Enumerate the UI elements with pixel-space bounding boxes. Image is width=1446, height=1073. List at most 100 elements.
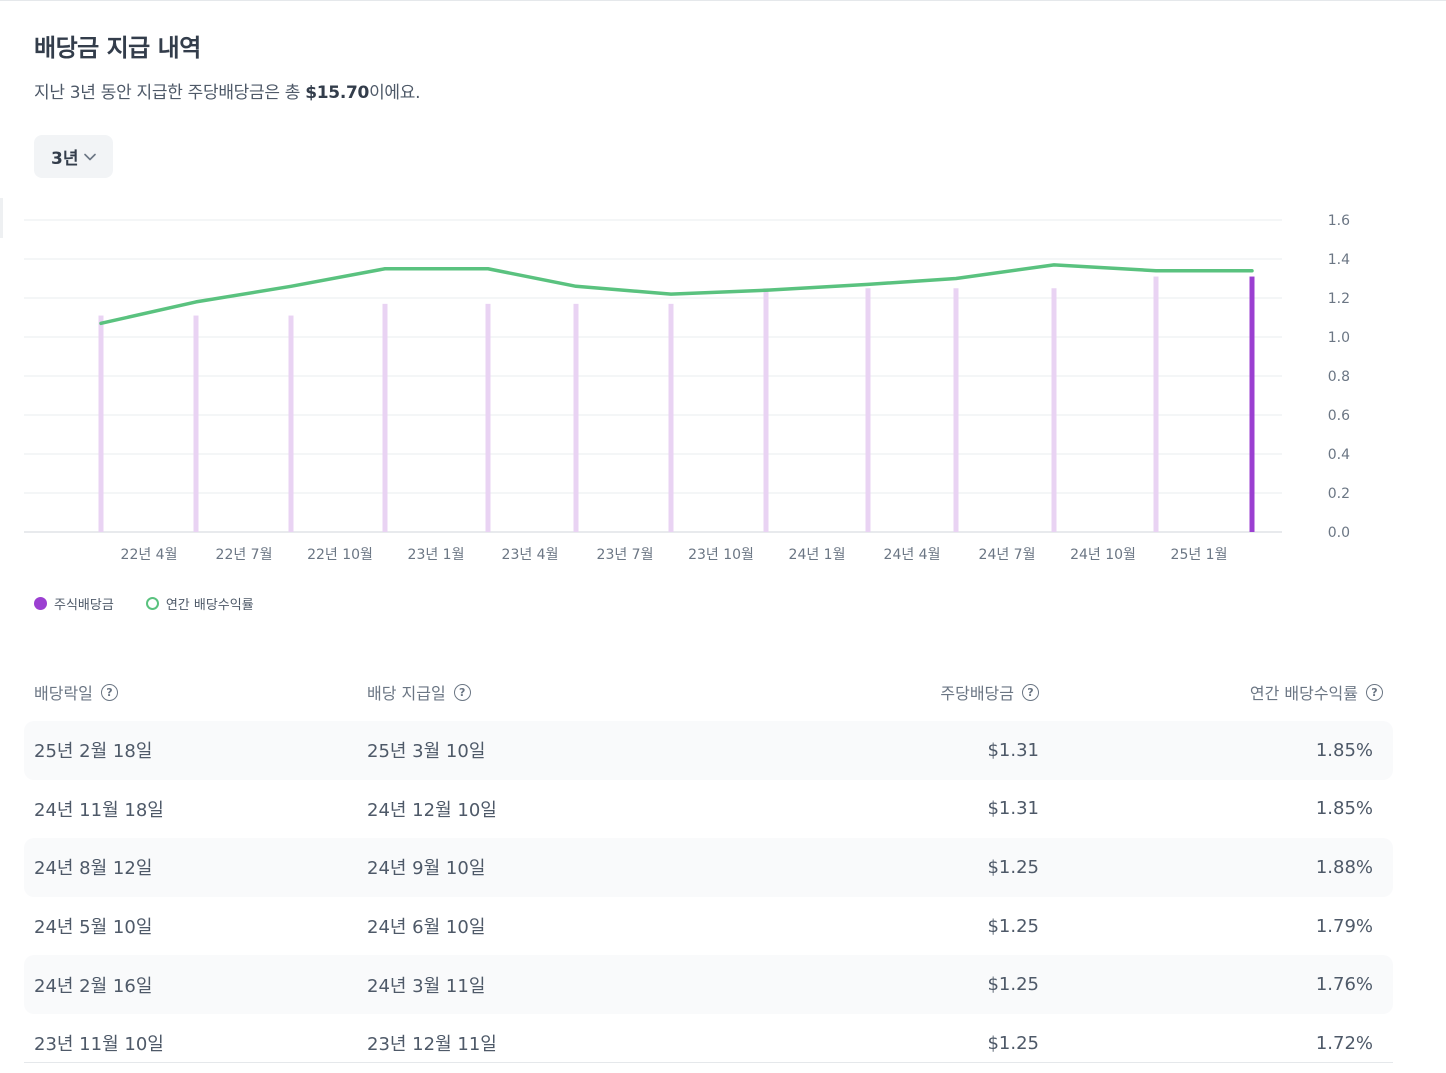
dividend-bar bbox=[1051, 288, 1057, 532]
dividend-bar bbox=[573, 303, 579, 532]
cell-ex-date: 25년 2월 18일 bbox=[34, 741, 153, 763]
section-title: 배당금 지급 내역 bbox=[34, 34, 201, 62]
table-bottom-border bbox=[24, 1062, 1393, 1063]
y-tick-label: 0.2 bbox=[1328, 486, 1350, 502]
help-icon[interactable]: ? bbox=[453, 683, 471, 701]
cell-yield: 1.79% bbox=[1039, 916, 1383, 937]
cell-dps: $1.25 bbox=[987, 915, 1039, 937]
table-row: 23년 11월 10일 23년 12월 11일 $1.25 1.72% bbox=[24, 1014, 1393, 1073]
summary-suffix: 이에요. bbox=[369, 83, 421, 103]
table-row: 25년 2월 18일 25년 3월 10일 $1.31 1.85% bbox=[24, 721, 1393, 780]
cell-yield: 1.85% bbox=[1039, 798, 1383, 819]
header-ex-date-label: 배당락일 bbox=[34, 684, 93, 703]
cell-yield-value: 1.72% bbox=[1315, 1032, 1373, 1054]
help-icon[interactable]: ? bbox=[100, 683, 118, 701]
dividend-table: 배당락일 ? 배당 지급일 ? 주당배당금 ? 연간 배당수익률 ? 25년 2… bbox=[24, 663, 1393, 1073]
dividend-bar bbox=[865, 288, 871, 532]
cell-ex-date: 24년 5월 10일 bbox=[34, 917, 153, 939]
cell-ex-date: 24년 11월 18일 bbox=[34, 799, 164, 821]
table-row: 24년 11월 18일 24년 12월 10일 $1.31 1.85% bbox=[24, 780, 1393, 839]
cell-dps: $1.31 bbox=[987, 798, 1039, 820]
cell-dps: $1.25 bbox=[987, 1032, 1039, 1054]
y-tick-label: 0.4 bbox=[1328, 447, 1350, 463]
cell-dps: $1.31 bbox=[987, 739, 1039, 761]
cell-yield: 1.88% bbox=[1039, 857, 1383, 878]
x-tick-label: 24년 10월 bbox=[1070, 547, 1136, 563]
cell-pay-date: 25년 3월 10일 bbox=[367, 741, 486, 763]
header-dps-label: 주당배당금 bbox=[940, 684, 1014, 703]
summary-amount: $15.70 bbox=[305, 83, 370, 103]
x-tick-label: 23년 10월 bbox=[688, 547, 754, 563]
help-icon[interactable]: ? bbox=[1022, 683, 1039, 701]
cell-ex-date: 23년 11월 10일 bbox=[34, 1034, 164, 1056]
header-dps: 주당배당금 ? bbox=[822, 680, 1039, 704]
table-header: 배당락일 ? 배당 지급일 ? 주당배당금 ? 연간 배당수익률 ? bbox=[24, 663, 1393, 721]
legend-label-yield: 연간 배당수익률 bbox=[165, 598, 254, 613]
cell-dps: $1.25 bbox=[987, 974, 1039, 996]
x-tick-label: 22년 10월 bbox=[307, 547, 373, 563]
header-pay-date-label: 배당 지급일 bbox=[367, 684, 446, 703]
dividend-bar bbox=[668, 303, 674, 532]
cell-ex-date: 24년 2월 16일 bbox=[34, 975, 153, 997]
y-tick-label: 0.6 bbox=[1328, 408, 1350, 424]
x-tick-label: 22년 7월 bbox=[216, 547, 273, 563]
dividend-bar bbox=[485, 303, 491, 532]
legend-swatch-dividend bbox=[34, 597, 47, 610]
legend-item-dividend: 주식배당금 bbox=[34, 594, 114, 613]
summary-prefix: 지난 3년 동안 지급한 주당배당금은 총 bbox=[34, 83, 306, 103]
dividend-chart: 0.0 0.2 0.4 0.6 0.8 1.0 1.2 1.4 1.6 22년 4월 22년 7월 2… bbox=[24, 213, 1350, 563]
cell-yield: 1.76% bbox=[1039, 974, 1383, 995]
cell-yield: 1.85% bbox=[1039, 740, 1383, 761]
cell-yield-value: 1.76% bbox=[1315, 974, 1373, 996]
cell-pay-date: 24년 6월 10일 bbox=[367, 917, 486, 939]
legend-label-dividend: 주식배당금 bbox=[54, 598, 114, 613]
dividend-bar bbox=[98, 315, 104, 532]
y-tick-label: 0.0 bbox=[1328, 525, 1350, 541]
cell-pay-date: 24년 9월 10일 bbox=[367, 858, 486, 880]
edge-mark bbox=[0, 198, 3, 238]
cell-yield-value: 1.85% bbox=[1315, 798, 1373, 820]
x-tick-label: 23년 4월 bbox=[502, 547, 559, 563]
summary-text: 지난 3년 동안 지급한 주당배당금은 총 $15.70이에요. bbox=[34, 78, 420, 103]
x-tick-label: 22년 4월 bbox=[121, 547, 178, 563]
table-row: 24년 8월 12일 24년 9월 10일 $1.25 1.88% bbox=[24, 838, 1393, 897]
cell-ex-date: 24년 8월 12일 bbox=[34, 858, 153, 880]
header-yield: 연간 배당수익률 ? bbox=[1039, 680, 1383, 704]
x-tick-label: 24년 1월 bbox=[789, 547, 846, 563]
help-icon[interactable]: ? bbox=[1366, 683, 1383, 701]
x-tick-label: 24년 4월 bbox=[884, 547, 941, 563]
x-tick-label: 25년 1월 bbox=[1171, 547, 1228, 563]
period-select-value: 3년 bbox=[51, 149, 79, 169]
chevron-down-icon bbox=[84, 153, 97, 160]
period-select[interactable]: 3년 bbox=[34, 135, 113, 178]
y-tick-label: 1.4 bbox=[1328, 252, 1350, 268]
dividend-bar bbox=[763, 288, 769, 532]
dividend-bar bbox=[193, 315, 199, 532]
cell-pay-date: 24년 3월 11일 bbox=[367, 975, 486, 997]
y-tick-label: 1.0 bbox=[1328, 330, 1350, 346]
cell-pay-date: 23년 12월 11일 bbox=[367, 1034, 497, 1056]
chart-legend: 주식배당금 연간 배당수익률 bbox=[34, 594, 286, 613]
top-border bbox=[0, 0, 1446, 1]
y-tick-label: 1.2 bbox=[1328, 291, 1350, 307]
y-tick-label: 1.6 bbox=[1328, 213, 1350, 229]
legend-swatch-yield bbox=[145, 597, 159, 610]
y-tick-label: 0.8 bbox=[1328, 369, 1350, 385]
x-tick-label: 23년 7월 bbox=[597, 547, 654, 563]
yield-line bbox=[99, 263, 1254, 326]
cell-dps: $1.25 bbox=[987, 856, 1039, 878]
header-pay-date: 배당 지급일 ? bbox=[367, 680, 822, 704]
cell-yield-value: 1.88% bbox=[1315, 856, 1373, 878]
dividend-bar bbox=[1249, 276, 1255, 532]
header-yield-label: 연간 배당수익률 bbox=[1249, 684, 1358, 703]
dividend-bar bbox=[1153, 276, 1159, 532]
x-tick-label: 24년 7월 bbox=[979, 547, 1036, 563]
dividend-bar bbox=[288, 315, 294, 532]
legend-item-yield: 연간 배당수익률 bbox=[145, 594, 254, 613]
cell-yield: 1.72% bbox=[1039, 1033, 1383, 1054]
table-row: 24년 2월 16일 24년 3월 11일 $1.25 1.76% bbox=[24, 955, 1393, 1014]
cell-yield-value: 1.79% bbox=[1315, 915, 1373, 937]
x-tick-label: 23년 1월 bbox=[408, 547, 465, 563]
table-row: 24년 5월 10일 24년 6월 10일 $1.25 1.79% bbox=[24, 897, 1393, 956]
cell-pay-date: 24년 12월 10일 bbox=[367, 799, 497, 821]
